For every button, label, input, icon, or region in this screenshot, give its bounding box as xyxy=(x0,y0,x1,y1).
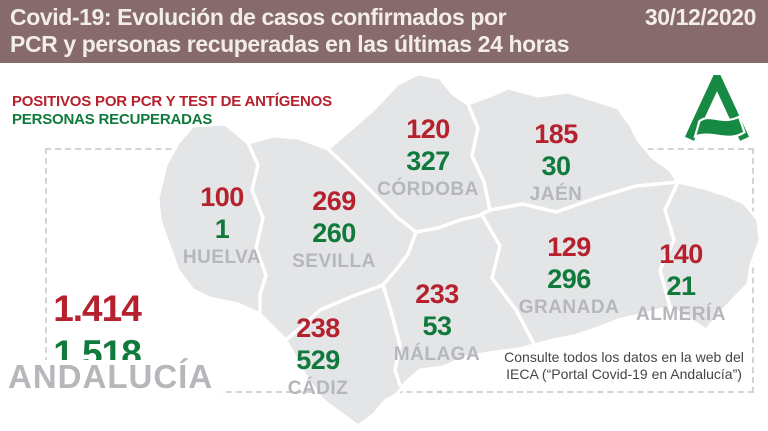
province-positives: 233 xyxy=(415,279,459,309)
province-block-granada: 129 296 GRANADA xyxy=(518,232,620,318)
province-block-huelva: 100 1 HUELVA xyxy=(182,182,262,268)
province-block-almeria: 140 21 ALMERÍA xyxy=(635,239,727,325)
province-block-jaen: 185 30 JAÉN xyxy=(529,119,583,205)
province-positives: 185 xyxy=(534,119,578,149)
province-recovered: 53 xyxy=(422,311,452,341)
province-name: HUELVA xyxy=(182,247,262,268)
report-date: 30/12/2020 xyxy=(644,4,757,30)
footer-note: Consulte todos los datos en la web del I… xyxy=(500,349,748,383)
legend-positives: POSITIVOS POR PCR Y TEST DE ANTÍGENOS xyxy=(12,93,332,110)
footer-note-line2: IECA (“Portal Covid-19 en Andalucía”) xyxy=(506,366,742,382)
province-recovered: 21 xyxy=(666,271,696,301)
province-positives: 269 xyxy=(312,186,356,216)
province-name: CÓRDOBA xyxy=(377,179,479,200)
province-positives: 140 xyxy=(659,239,703,269)
province-positives: 100 xyxy=(200,182,244,212)
andalucia-map xyxy=(156,72,762,428)
province-recovered: 296 xyxy=(547,264,591,294)
province-block-malaga: 233 53 MÁLAGA xyxy=(393,279,481,365)
province-positives: 129 xyxy=(547,232,591,262)
province-recovered: 1 xyxy=(214,214,230,244)
total-region-name: ANDALUCÍA xyxy=(8,360,222,396)
province-block-cadiz: 238 529 CÁDIZ xyxy=(287,313,349,399)
province-recovered: 260 xyxy=(312,218,356,248)
province-name: ALMERÍA xyxy=(635,304,727,325)
province-positives: 238 xyxy=(296,313,340,343)
province-recovered: 30 xyxy=(541,151,571,181)
province-positives: 120 xyxy=(406,114,450,144)
province-name: CÁDIZ xyxy=(287,378,349,399)
total-positives: 1.414 xyxy=(53,288,142,329)
province-block-cordoba: 120 327 CÓRDOBA xyxy=(377,114,479,200)
province-name: MÁLAGA xyxy=(393,344,481,365)
map-outline xyxy=(156,72,762,428)
province-name: JAÉN xyxy=(529,184,583,205)
province-borders xyxy=(246,102,680,387)
legend-recovered: PERSONAS RECUPERADAS xyxy=(12,111,213,128)
province-name: GRANADA xyxy=(518,297,620,318)
province-recovered: 327 xyxy=(406,146,450,176)
header-banner: Covid-19: Evolución de casos confirmados… xyxy=(0,0,768,63)
junta-andalucia-logo-icon xyxy=(685,75,749,141)
page-title: Covid-19: Evolución de casos confirmados… xyxy=(10,4,570,57)
footer-note-line1: Consulte todos los datos en la web del xyxy=(504,349,744,365)
province-block-sevilla: 269 260 SEVILLA xyxy=(292,186,376,272)
legend: POSITIVOS POR PCR Y TEST DE ANTÍGENOS PE… xyxy=(12,93,332,129)
province-recovered: 529 xyxy=(296,345,340,375)
province-name: SEVILLA xyxy=(292,251,376,272)
